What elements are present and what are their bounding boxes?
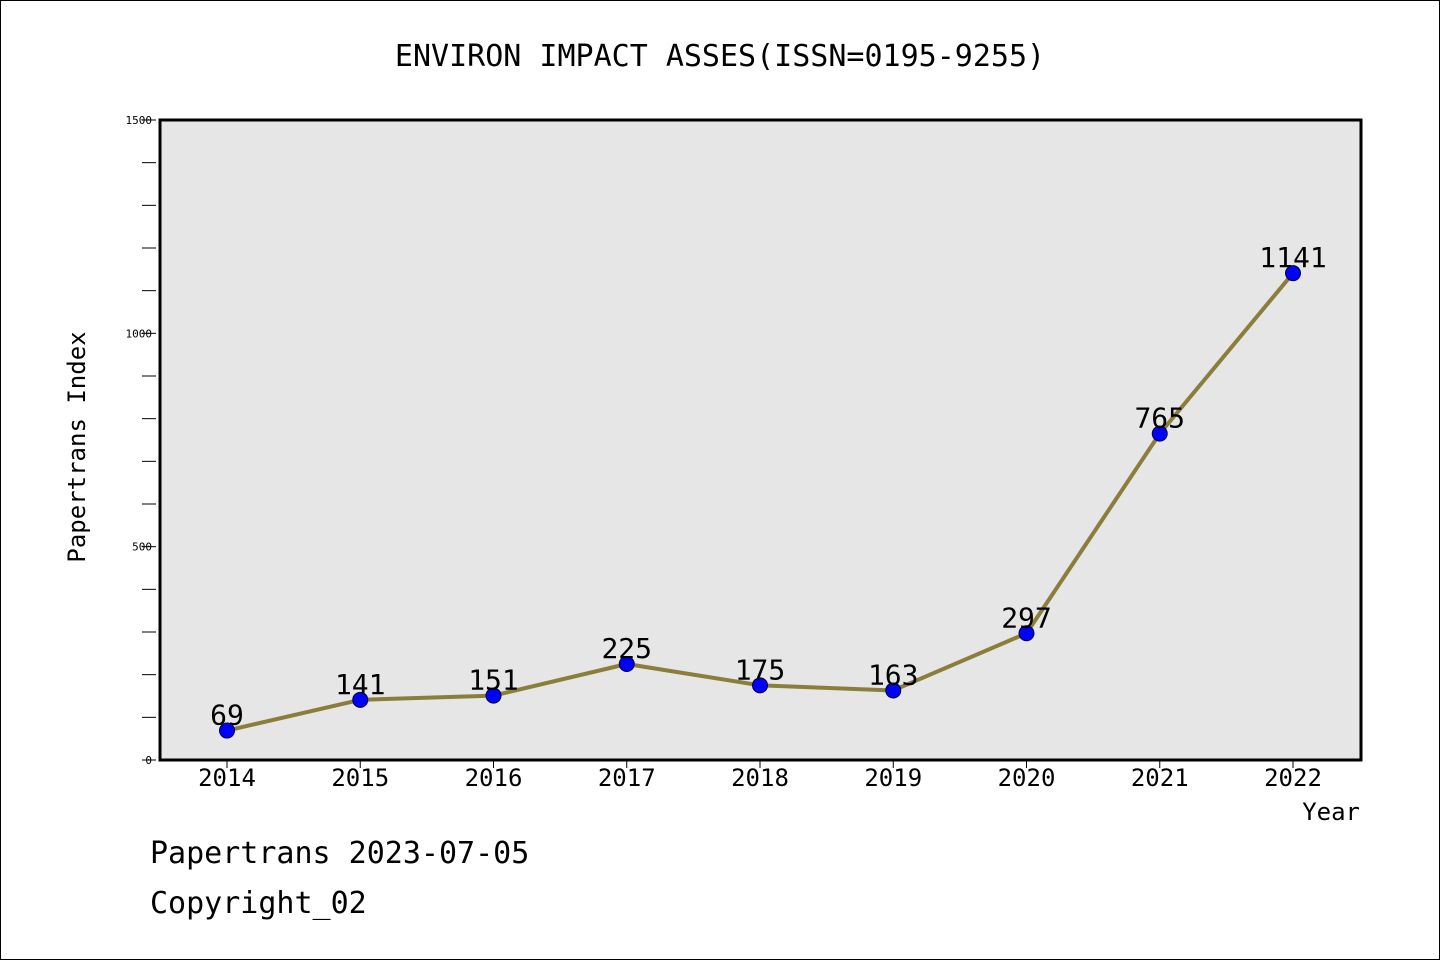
x-tick-label: 2019 <box>864 764 922 792</box>
data-label: 163 <box>868 658 919 691</box>
x-axis-label: Year <box>1302 798 1360 826</box>
data-point <box>1285 265 1301 282</box>
data-label: 765 <box>1134 402 1185 435</box>
data-point <box>219 722 235 739</box>
data-label: 69 <box>210 699 244 732</box>
data-point <box>1018 625 1035 642</box>
y-tick-label: 1500 <box>126 114 153 127</box>
data-label: 225 <box>601 632 652 665</box>
x-tick-label: 2021 <box>1131 764 1189 792</box>
footer-copyright: Copyright_02 <box>150 886 367 921</box>
footer-date: Papertrans 2023-07-05 <box>150 836 530 871</box>
data-label: 297 <box>1001 601 1052 634</box>
x-tick-label: 2015 <box>331 764 389 792</box>
x-tick-label: 2020 <box>998 764 1056 792</box>
data-point <box>618 656 635 672</box>
plot-border <box>158 118 1363 762</box>
x-tick-label: 2022 <box>1264 764 1322 792</box>
y-tick-label: 0 <box>145 754 152 767</box>
x-axis: 2014 2015 2016 2017 2018 2019 2020 2021 2022 <box>198 760 1322 792</box>
chart-title: ENVIRON IMPACT ASSES(ISSN=0195-9255) <box>395 39 1045 74</box>
data-label: 175 <box>735 653 786 686</box>
series-markers <box>219 265 1301 739</box>
x-tick-label: 2017 <box>598 764 656 792</box>
data-point <box>485 687 502 704</box>
x-tick-label: 2016 <box>465 764 523 792</box>
x-tick-label: 2014 <box>198 764 256 792</box>
data-label: 151 <box>468 664 519 697</box>
data-point <box>752 677 768 694</box>
data-label: 1141 <box>1259 241 1326 274</box>
data-point <box>352 691 369 708</box>
y-tick-label: 1000 <box>126 327 153 340</box>
y-axis-label: Papertrans Index <box>63 331 91 562</box>
data-label: 141 <box>335 668 386 701</box>
data-point <box>885 682 902 699</box>
data-point <box>1151 425 1168 442</box>
x-tick-label: 2018 <box>731 764 789 792</box>
data-labels: 69 141 151 225 175 163 297 765 1141 <box>210 241 1327 731</box>
y-tick-label: 500 <box>132 541 152 554</box>
y-axis: 0 500 1000 1500 <box>126 114 156 767</box>
